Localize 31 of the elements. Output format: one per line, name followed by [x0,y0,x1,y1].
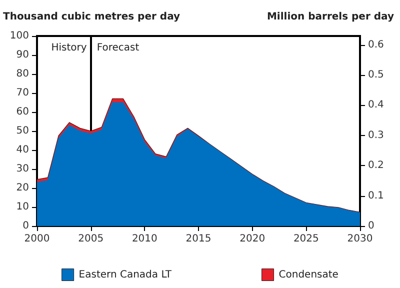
x-tick-label: 2025 [293,234,319,244]
y2-tick-label: 0.2 [368,160,384,172]
legend-label: Condensate [278,269,338,280]
y-tick-label: 90 [16,50,29,60]
annotation: History [51,42,87,54]
x-tick-label: 2010 [132,234,158,244]
x-tick-label: 2015 [186,234,212,244]
y-tick-label: 0 [22,220,29,232]
y2-tick-label: 0.5 [368,69,384,80]
y2-tick-label: 0.3 [368,130,384,141]
x-tick-label: 2005 [78,234,104,244]
y-tick-label: 80 [16,68,29,80]
y-tick-label: 20 [16,182,29,194]
legend-label: Eastern Canada LT [78,269,172,280]
y2-tick-label: 0.6 [368,39,384,50]
x-tick-label: 2030 [347,234,373,244]
annotation: Forecast [96,42,140,54]
x-tick-label: 2000 [24,234,50,244]
y-tick-label: 70 [16,88,29,98]
y-tick-label: 60 [16,106,29,118]
y-axis-title: Thousand cubic metres per day [3,12,181,22]
y2-tick-label: 0.4 [368,100,384,111]
x-tick-label: 2020 [240,234,266,244]
y-tick-label: 40 [16,144,29,156]
y2-tick-label: 0.1 [368,190,384,202]
y-tick-label: 10 [16,202,29,212]
y2-axis-title: Million barrels per day [266,12,394,22]
y2-tick-label: 0 [368,220,374,232]
y-tick-label: 30 [16,164,29,174]
y-tick-label: 100 [10,30,29,42]
y-tick-label: 50 [16,126,29,136]
